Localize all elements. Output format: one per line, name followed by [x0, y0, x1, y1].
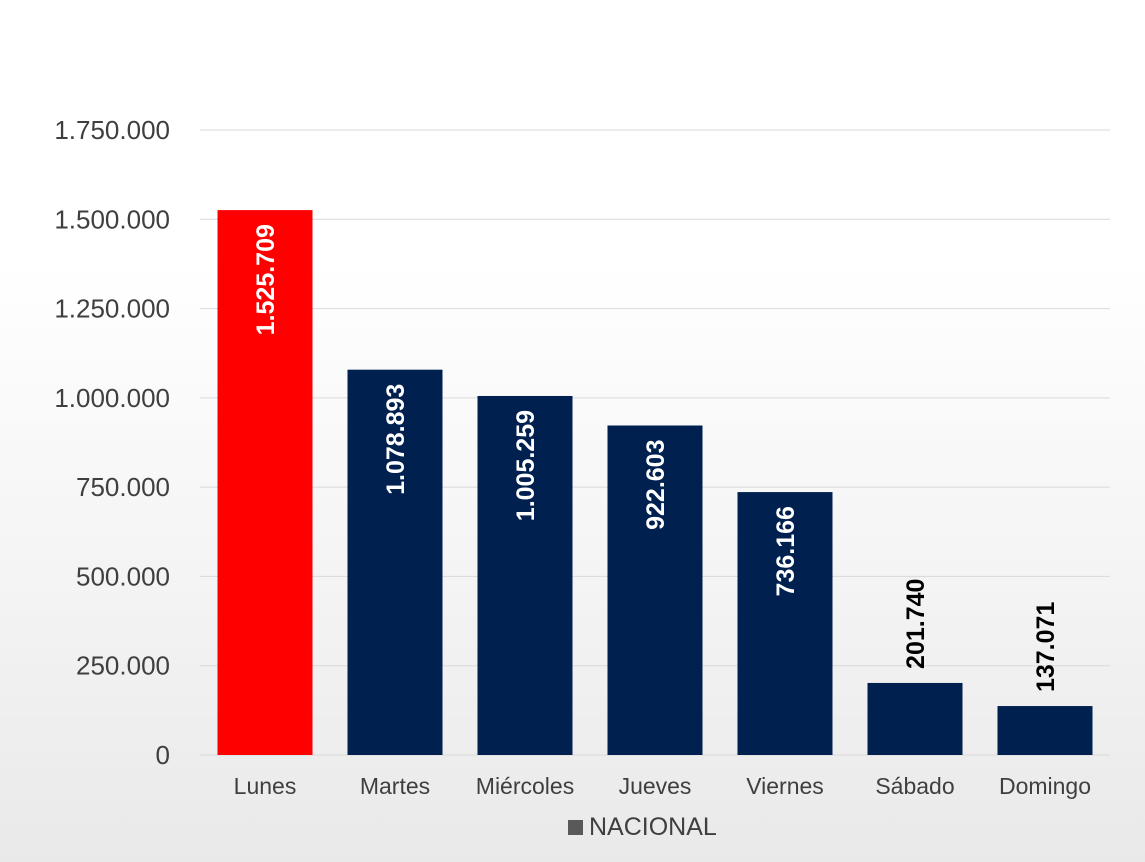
- y-tick-label: 1.750.000: [54, 115, 170, 145]
- bars: [217, 210, 1093, 755]
- bar-martes: [347, 369, 443, 755]
- x-category-label: Viernes: [746, 773, 824, 799]
- data-label: 1.525.709: [252, 224, 280, 335]
- x-category-label: Lunes: [234, 773, 297, 799]
- x-category-label: Jueves: [619, 773, 692, 799]
- legend-label-nacional: NACIONAL: [589, 813, 717, 841]
- y-tick-label: 1.000.000: [54, 383, 170, 413]
- data-label: 1.078.893: [382, 384, 410, 495]
- bar-domingo: [997, 706, 1093, 755]
- legend-marker-nacional: [568, 820, 583, 835]
- legend: NACIONAL: [568, 813, 717, 841]
- x-category-label: Miércoles: [476, 773, 574, 799]
- y-tick-label: 250.000: [76, 651, 170, 681]
- y-tick-label: 1.250.000: [54, 294, 170, 324]
- y-tick-label: 750.000: [76, 472, 170, 502]
- bar-jueves: [607, 425, 703, 755]
- data-label: 1.005.259: [512, 410, 540, 521]
- x-category-label: Martes: [360, 773, 430, 799]
- data-label: 137.071: [1032, 602, 1060, 692]
- bar-lunes: [217, 210, 313, 755]
- x-category-label: Sábado: [875, 773, 954, 799]
- data-labels: 1.525.709 1.078.893 1.005.259 922.603 736.16…: [252, 224, 1060, 692]
- bar-miércoles: [477, 395, 573, 755]
- data-label: 922.603: [642, 439, 670, 529]
- data-label: 736.166: [772, 506, 800, 596]
- x-axis-categories: Lunes Martes Miércoles Jueves Viernes Sábado D…: [234, 773, 1091, 799]
- x-category-label: Domingo: [999, 773, 1091, 799]
- y-tick-label: 1.500.000: [54, 204, 170, 234]
- y-axis-ticks: 0 250.000 500.000 750.000 1.000.000 1.250.000…: [54, 115, 170, 770]
- y-tick-label: 500.000: [76, 561, 170, 591]
- bar-viernes: [737, 492, 833, 755]
- bar-sábado: [867, 682, 963, 755]
- y-tick-label: 0: [156, 740, 170, 770]
- data-label: 201.740: [902, 579, 930, 669]
